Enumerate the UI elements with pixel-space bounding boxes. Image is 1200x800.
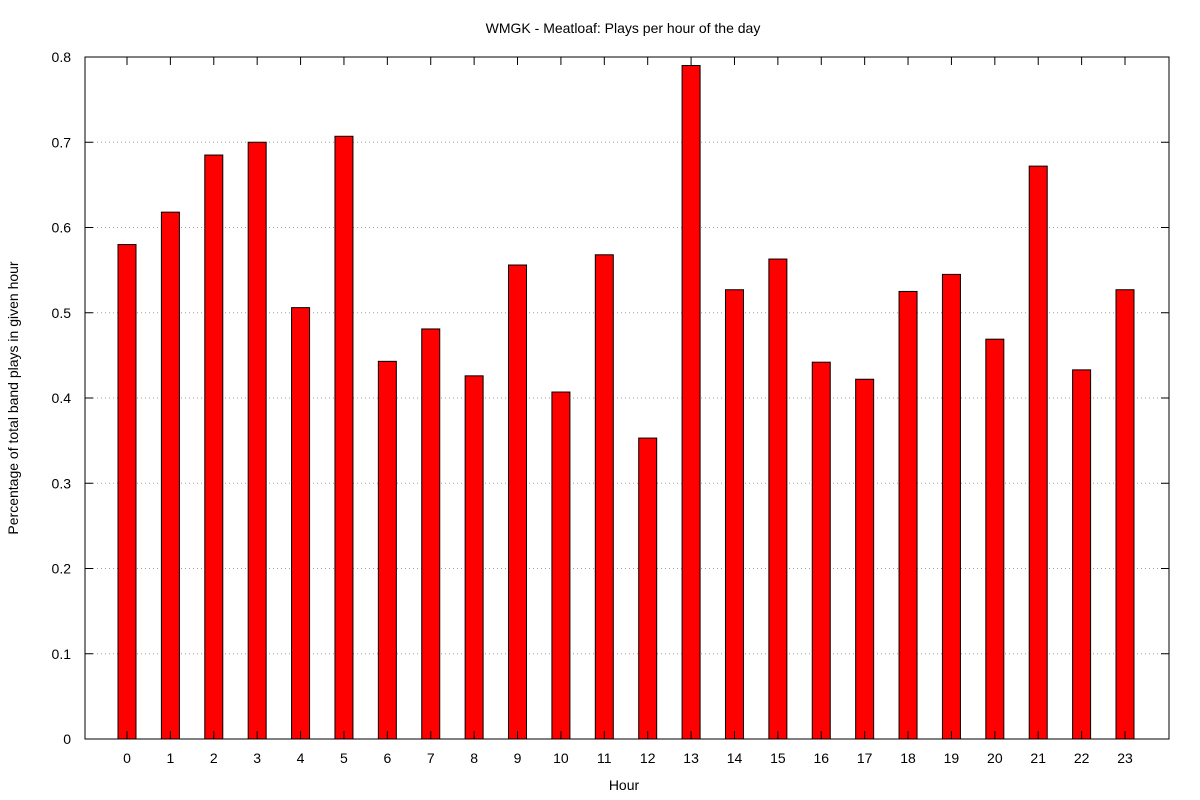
x-tick-label: 10: [553, 750, 569, 766]
x-tick-label: 2: [210, 750, 218, 766]
x-tick-label: 11: [597, 750, 612, 766]
x-tick-label: 16: [813, 750, 829, 766]
y-tick-label: 0.3: [52, 475, 72, 491]
bar-hour-16: [811, 361, 831, 740]
bar-hour-11: [594, 254, 614, 740]
chart-title: WMGK - Meatloaf: Plays per hour of the d…: [486, 20, 761, 36]
x-tick-label: 17: [857, 750, 873, 766]
y-axis-title: Percentage of total band plays in given …: [5, 261, 21, 535]
x-tick-label: 5: [340, 750, 348, 766]
x-tick-label: 3: [253, 750, 261, 766]
bar-hour-20: [985, 338, 1005, 740]
x-axis: 0 1 2 3 4 5 6 7 8 9 10 11 12 13 14 15 16 17 18 19 20 21 22 23: [123, 57, 1133, 766]
y-tick-label: 0.7: [52, 134, 72, 150]
x-tick-label: 18: [900, 750, 916, 766]
x-tick-label: 13: [683, 750, 699, 766]
y-tick-label: 0.5: [52, 305, 72, 321]
bar-hour-21: [1028, 165, 1048, 740]
bar-hour-17: [855, 378, 875, 740]
x-tick-label: 7: [427, 750, 435, 766]
plot-frame: [84, 56, 1170, 740]
bar-hour-19: [941, 273, 961, 740]
bar-hour-12: [638, 437, 658, 740]
x-tick-label: 15: [770, 750, 786, 766]
bar-hour-7: [421, 328, 441, 740]
bar-hour-3: [247, 141, 267, 740]
x-tick-label: 21: [1030, 750, 1046, 766]
bar-hour-9: [508, 264, 528, 740]
bar-hour-13: [681, 65, 701, 740]
y-tick-label: 0.4: [52, 390, 72, 406]
x-tick-label: 8: [470, 750, 478, 766]
x-tick-label: 6: [383, 750, 391, 766]
x-tick-label: 4: [297, 750, 305, 766]
y-tick-label: 0.8: [52, 49, 72, 65]
bar-hour-2: [204, 154, 224, 740]
bar-hour-1: [160, 211, 180, 740]
x-tick-label: 20: [987, 750, 1003, 766]
bar-hour-6: [377, 360, 397, 740]
bar-hour-4: [291, 307, 311, 740]
bars: [117, 65, 1135, 740]
bar-hour-23: [1115, 289, 1135, 740]
y-tick-label: 0.2: [52, 561, 72, 577]
x-tick-label: 0: [123, 750, 131, 766]
x-tick-label: 19: [944, 750, 960, 766]
bar-hour-8: [464, 375, 484, 740]
bar-hour-15: [768, 258, 788, 740]
bar-hour-22: [1072, 369, 1092, 740]
x-tick-label: 9: [514, 750, 522, 766]
x-tick-label: 1: [166, 750, 174, 766]
x-tick-label: 14: [727, 750, 743, 766]
x-tick-label: 23: [1117, 750, 1133, 766]
bar-hour-18: [898, 290, 918, 740]
y-tick-label: 0.1: [52, 646, 72, 662]
bar-hour-10: [551, 391, 571, 740]
y-tick-label: 0: [63, 731, 71, 747]
y-axis: 0 0.1 0.2 0.3 0.4 0.5 0.6 0.7 0.8: [52, 49, 1169, 747]
bar-hour-0: [117, 244, 137, 740]
x-tick-label: 22: [1074, 750, 1090, 766]
bar-hour-14: [724, 289, 744, 740]
x-tick-label: 12: [640, 750, 656, 766]
x-axis-title: Hour: [609, 777, 640, 793]
gridlines: [85, 141, 1169, 655]
y-tick-label: 0.6: [52, 220, 72, 236]
bar-hour-5: [334, 135, 354, 740]
